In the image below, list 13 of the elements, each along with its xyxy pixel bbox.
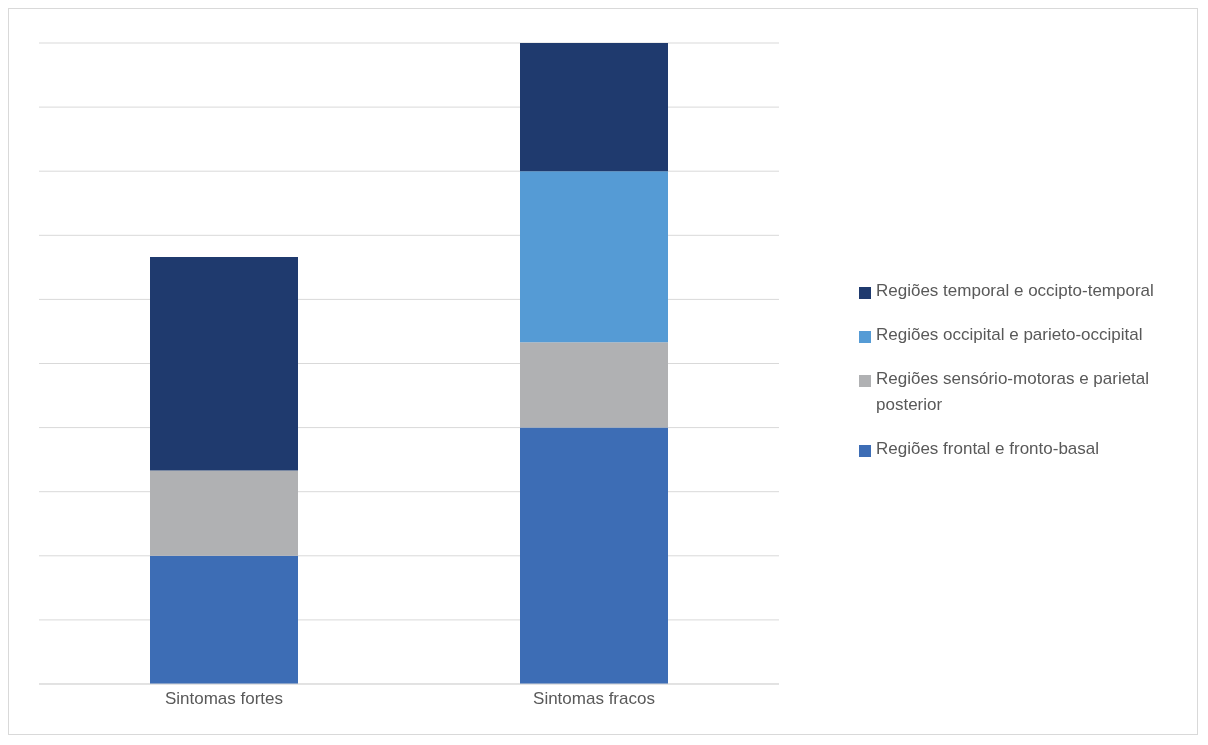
legend-label: Regiões temporal e occipto-temporal [876,279,1154,302]
bar [150,555,298,684]
legend-label: Regiões sensório-motoras e parietal posterior [876,367,1151,416]
bar [520,43,668,172]
bar [150,257,298,471]
legend-label: Regiões occipital e parieto-occipital [876,323,1143,346]
x-tick-label: Sintomas fracos [533,689,655,709]
legend-label: Regiões frontal e fronto-basal [876,437,1100,460]
bar [150,470,298,556]
bar [520,342,668,428]
bar [520,427,668,684]
bar [520,171,668,343]
x-tick-label: Sintomas fortes [164,689,284,709]
